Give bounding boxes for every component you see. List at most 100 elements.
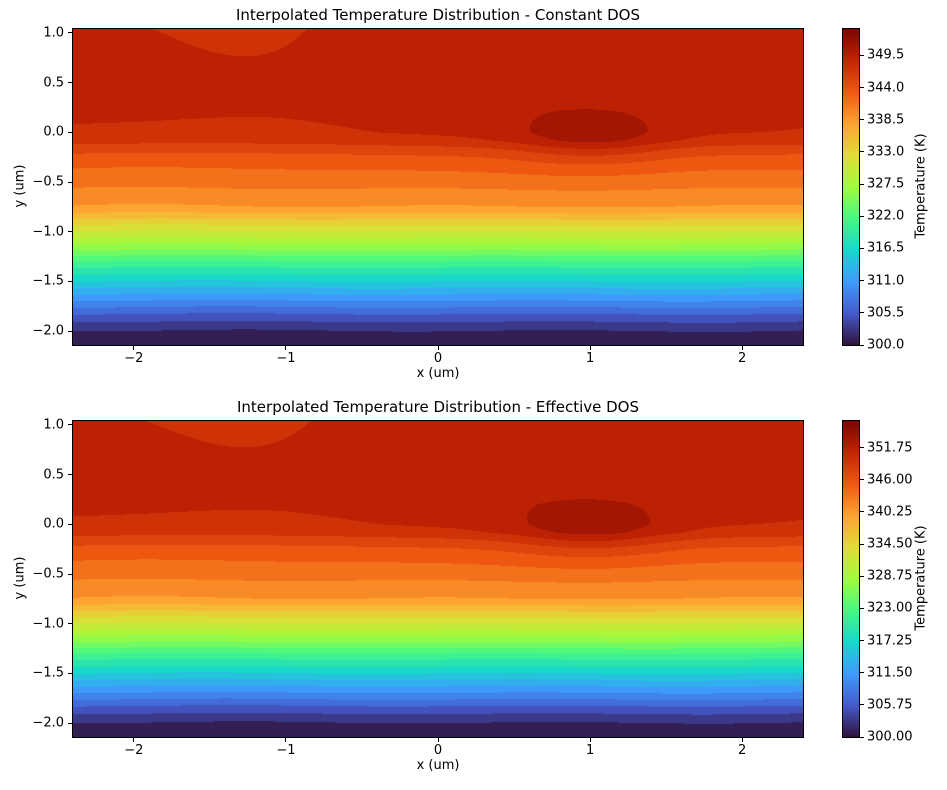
plot1-y-tick-mark: [68, 231, 72, 233]
plot1-colorbar-tick-mark: [860, 247, 864, 249]
plot2-y-tick-label: −2.0: [32, 715, 64, 731]
plot1-colorbar-tick-label: 327.5: [867, 176, 905, 192]
plot2-colorbar-tick-label: 300.00: [867, 729, 913, 745]
plot2-axes: [72, 420, 804, 738]
plot1-colorbar-tick-mark: [860, 312, 864, 314]
plot1-x-tick-label: 2: [738, 351, 747, 366]
plot2-colorbar: [842, 420, 860, 738]
plot1-y-tick-label: 0.5: [43, 75, 64, 91]
plot1-x-tick-label: 1: [585, 351, 595, 366]
plot1-y-tick-label: −1.0: [32, 224, 64, 240]
plot1-y-tick-mark: [68, 330, 72, 332]
plot1-colorbar-tick-mark: [860, 280, 864, 282]
plot1-y-axis-label: y (um): [12, 164, 28, 208]
plot2-y-tick-mark: [68, 573, 72, 575]
plot2-y-tick-mark: [68, 672, 72, 674]
plot2-y-tick-mark: [68, 523, 72, 525]
plot2-colorbar-tick-mark: [860, 543, 864, 545]
plot2-colorbar-tick-label: 328.75: [867, 568, 913, 584]
plot1-colorbar-tick-mark: [860, 344, 864, 346]
plot1-colorbar-tick-label: 322.0: [867, 208, 905, 224]
plot1-y-tick-mark: [68, 181, 72, 183]
plot1-heatmap: [73, 29, 803, 345]
plot2-colorbar-tick-mark: [860, 736, 864, 738]
plot2-colorbar-label: Temperature (K): [913, 525, 929, 631]
plot1-colorbar-tick-mark: [860, 151, 864, 153]
plot1-y-tick-label: 1.0: [43, 25, 64, 41]
plot1-x-tick-label: 0: [433, 351, 443, 366]
plot2-colorbar-tick-mark: [860, 479, 864, 481]
plot1-x-tick-mark: [285, 346, 287, 350]
plot2-x-tick-mark: [741, 738, 743, 742]
plot2-colorbar-tick-mark: [860, 575, 864, 577]
plot2-colorbar-tick-label: 334.50: [867, 536, 913, 552]
plot2-y-tick-label: −1.0: [32, 616, 64, 632]
plot1-y-tick-mark: [68, 32, 72, 34]
plot2-x-tick-label: 2: [738, 743, 747, 758]
plot2-title: Interpolated Temperature Distribution - …: [237, 398, 639, 416]
plot2-y-tick-mark: [68, 722, 72, 724]
plot2-y-tick-label: −0.5: [32, 566, 64, 582]
plot1-colorbar-tick-label: 300.0: [867, 337, 905, 353]
plot1-colorbar-tick-label: 311.0: [867, 273, 905, 289]
plot1-x-axis-label: x (um): [416, 366, 460, 381]
plot1-colorbar-tick-label: 316.5: [867, 240, 905, 256]
plot2-colorbar-tick-mark: [860, 704, 864, 706]
plot2-x-tick-mark: [589, 738, 591, 742]
plot1-colorbar-tick-mark: [860, 54, 864, 56]
plot1-y-tick-label: −0.5: [32, 174, 64, 190]
plot1-colorbar-label: Temperature (K): [913, 133, 929, 239]
plot1-colorbar-tick-mark: [860, 87, 864, 89]
plot1-x-tick-mark: [589, 346, 591, 350]
plot2-y-tick-mark: [68, 474, 72, 476]
plot1-y-tick-mark: [68, 280, 72, 282]
plot2-colorbar-tick-label: 311.50: [867, 665, 913, 681]
plot1-x-tick-label: −1: [276, 351, 296, 366]
plot1-y-tick-mark: [68, 82, 72, 84]
plot2-colorbar-tick-mark: [860, 447, 864, 449]
plot1-colorbar-tick-label: 344.0: [867, 80, 905, 96]
plot2-x-tick-mark: [437, 738, 439, 742]
plot1-x-tick-mark: [741, 346, 743, 350]
plot1-title: Interpolated Temperature Distribution - …: [236, 6, 640, 24]
plot1-colorbar-tick-label: 338.5: [867, 112, 905, 128]
plot2-y-tick-label: 0.5: [43, 467, 64, 483]
plot1-colorbar-tick-mark: [860, 119, 864, 121]
plot1-colorbar-tick-mark: [860, 183, 864, 185]
plot1-colorbar-tick-label: 305.5: [867, 305, 905, 321]
plot2-x-tick-mark: [133, 738, 135, 742]
plot2-x-tick-label: 1: [585, 743, 595, 758]
plot1-colorbar-tick-label: 349.5: [867, 47, 905, 63]
plot2-y-axis-label: y (um): [12, 556, 28, 600]
plot2-x-tick-label: −1: [276, 743, 296, 758]
plot2-colorbar-tick-label: 317.25: [867, 633, 913, 649]
plot1-y-tick-label: −1.5: [32, 273, 64, 289]
plot2-colorbar-gradient: [843, 421, 859, 737]
plot1-colorbar-tick-label: 333.0: [867, 144, 905, 160]
plot2-y-tick-label: 1.0: [43, 417, 64, 433]
plot2-heatmap: [73, 421, 803, 737]
plot1-axes: [72, 28, 804, 346]
plot2-colorbar-tick-mark: [860, 672, 864, 674]
plot1-y-tick-label: 0.0: [43, 124, 64, 140]
plot2-y-tick-mark: [68, 424, 72, 426]
plot2-colorbar-tick-label: 305.75: [867, 697, 913, 713]
plot1-y-tick-mark: [68, 131, 72, 133]
plot2-colorbar-tick-label: 346.00: [867, 472, 913, 488]
plot2-y-tick-mark: [68, 623, 72, 625]
plot1-colorbar-gradient: [843, 29, 859, 345]
plot1-x-tick-mark: [133, 346, 135, 350]
plot2-x-tick-label: −2: [124, 743, 144, 758]
plot1-y-tick-label: −2.0: [32, 323, 64, 339]
plot1-colorbar-tick-mark: [860, 215, 864, 217]
plot1-colorbar: [842, 28, 860, 346]
plot2-colorbar-tick-label: 351.75: [867, 440, 913, 456]
plot2-colorbar-tick-mark: [860, 640, 864, 642]
plot2-x-tick-label: 0: [433, 743, 443, 758]
plot2-y-tick-label: 0.0: [43, 516, 64, 532]
plot2-y-tick-label: −1.5: [32, 665, 64, 681]
plot2-colorbar-tick-mark: [860, 511, 864, 513]
plot2-x-tick-mark: [285, 738, 287, 742]
plot2-colorbar-tick-label: 340.25: [867, 504, 913, 520]
